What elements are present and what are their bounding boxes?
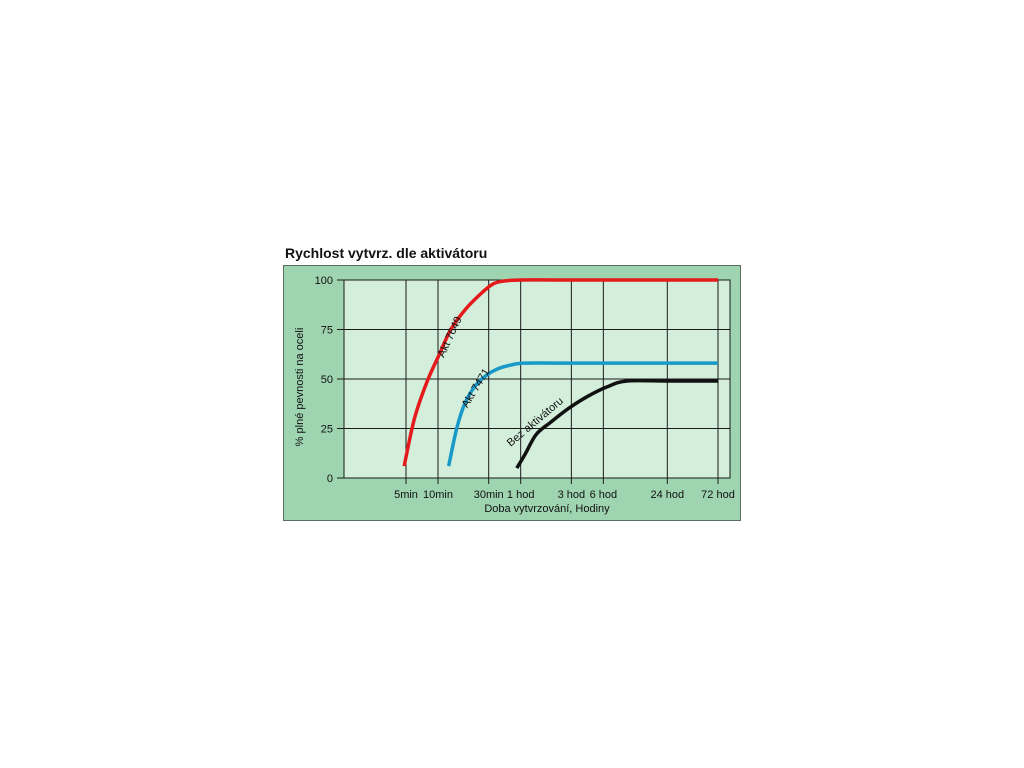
x-tick-label: 6 hod — [590, 489, 618, 501]
y-tick-label: 25 — [321, 424, 333, 436]
series-line — [515, 378, 718, 469]
y-tick-label: 100 — [315, 275, 333, 287]
y-tick-label: 75 — [321, 325, 333, 337]
x-tick-label: 10min — [423, 489, 453, 501]
x-axis-label: Doba vytvrzování, Hodiny — [484, 503, 610, 515]
x-tick-label: 72 hod — [701, 489, 735, 501]
y-axis-label: % plné pevnosti na oceli — [294, 328, 306, 447]
x-tick-label: 24 hod — [650, 489, 684, 501]
x-tick-label: 5min — [394, 489, 418, 501]
x-tick-label: 30min — [474, 489, 504, 501]
chart-title: Rychlost vytvrz. dle aktivátoru — [285, 245, 488, 261]
x-tick-label: 1 hod — [507, 489, 535, 501]
series-line — [402, 278, 718, 467]
x-tick-label: 3 hod — [558, 489, 586, 501]
series-line — [446, 361, 718, 467]
y-tick-label: 50 — [321, 374, 333, 386]
y-tick-label: 0 — [327, 473, 333, 485]
